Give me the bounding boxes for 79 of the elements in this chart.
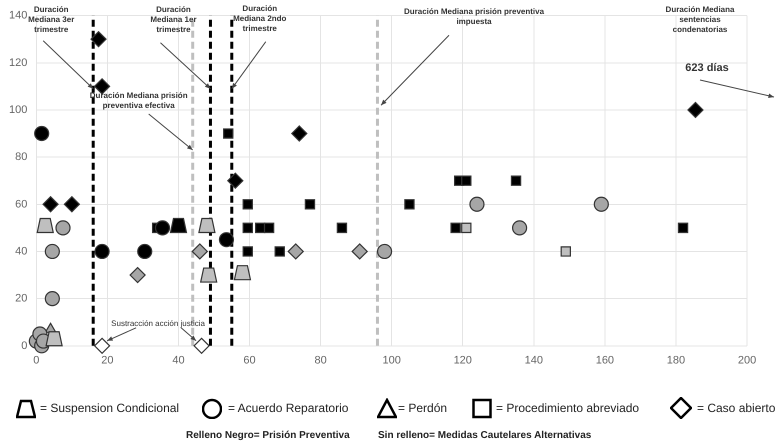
point <box>404 199 415 210</box>
x-tick-label: 200 <box>738 354 756 366</box>
point <box>223 128 234 139</box>
point <box>678 222 688 234</box>
text: = Acuerdo Reparatorio <box>228 401 348 415</box>
y-tick-label: 20 <box>15 292 28 305</box>
y-tick-label: 40 <box>15 245 28 258</box>
annotation: Sustracción acción justicia <box>111 318 205 329</box>
y-tick-label: 60 <box>15 198 28 210</box>
point <box>34 126 50 142</box>
y-tick-label: 140 <box>8 10 28 22</box>
text: = Caso abierto <box>697 401 776 415</box>
point <box>234 265 252 280</box>
point <box>94 338 110 354</box>
point <box>304 199 316 210</box>
annotation: Duración Mediana sentencias condenatorias <box>664 5 736 35</box>
annotation: Duración Mediana 1er trimestre <box>149 4 198 35</box>
point <box>512 220 528 236</box>
point <box>560 246 571 257</box>
point <box>94 244 110 260</box>
point <box>36 218 54 234</box>
point <box>510 176 522 186</box>
point <box>90 31 107 48</box>
point <box>44 244 60 260</box>
text: = Suspension Condicional <box>40 401 180 415</box>
point <box>130 266 146 284</box>
point <box>376 244 392 260</box>
x-tick-label: 40 <box>172 354 185 366</box>
point <box>242 222 253 234</box>
point <box>242 199 253 210</box>
annotation: Duración Mediana 2ndo trimestre <box>232 4 288 34</box>
x-tick-label: 160 <box>596 354 614 366</box>
x-tick-label: 140 <box>524 354 543 366</box>
point <box>198 218 216 234</box>
text: Relleno Negro= Prisión Preventiva <box>186 430 350 441</box>
point <box>242 246 253 257</box>
annotation: 623 días <box>685 62 729 76</box>
point <box>469 196 485 212</box>
annotation: Duración Mediana prisión preventiva impuesta <box>402 7 546 28</box>
point <box>687 102 704 118</box>
point <box>137 244 152 260</box>
x-tick-label: 100 <box>382 354 401 366</box>
x-tick-label: 120 <box>454 354 472 366</box>
point <box>193 338 210 354</box>
point <box>200 267 218 283</box>
text: = Perdón <box>398 401 448 415</box>
x-tick-label: 180 <box>666 354 686 366</box>
point <box>352 243 368 260</box>
point <box>461 176 472 186</box>
point <box>55 220 71 236</box>
point <box>264 222 274 234</box>
point <box>44 291 60 306</box>
annotation: Duración Mediana prisión preventiva efectiva <box>88 91 189 112</box>
x-tick-label: 0 <box>33 354 40 366</box>
x-tick-label: 60 <box>243 354 256 366</box>
y-tick-label: 0 <box>21 340 28 352</box>
point <box>274 246 285 257</box>
point <box>227 172 244 189</box>
point <box>291 125 308 142</box>
point <box>192 243 208 260</box>
x-tick-label: 20 <box>101 354 114 366</box>
point <box>450 222 461 234</box>
y-tick-label: 100 <box>8 104 28 116</box>
annotation: Duración Mediana 3er trimestre <box>28 4 74 34</box>
y-tick-label: 80 <box>15 151 28 164</box>
text: Sin relleno= Medidas Cautelares Alternativas <box>378 430 592 441</box>
x-tick-label: 80 <box>314 354 327 366</box>
point <box>218 232 234 248</box>
point <box>170 218 188 234</box>
point <box>64 196 80 212</box>
point <box>461 222 472 234</box>
point <box>46 331 63 346</box>
point <box>154 220 170 236</box>
point <box>594 196 609 212</box>
point <box>336 222 348 234</box>
point <box>288 243 304 260</box>
text: = Procedimiento abreviado <box>496 401 640 415</box>
y-tick-label: 120 <box>8 56 28 69</box>
point <box>42 196 59 212</box>
